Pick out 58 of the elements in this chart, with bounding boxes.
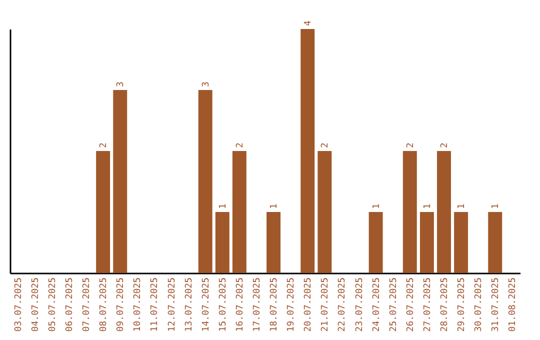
data-label: 2 <box>406 142 416 148</box>
bar <box>232 151 246 273</box>
bar <box>368 212 383 273</box>
x-tick-label: 31.07.2025 <box>491 278 502 332</box>
data-label: 3 <box>116 82 126 87</box>
bar <box>198 90 212 273</box>
data-label: 2 <box>320 142 331 148</box>
x-tick-label: 07.07.2025 <box>82 278 92 332</box>
data-label: 2 <box>440 142 450 148</box>
bar <box>266 212 281 273</box>
x-tick-label: 16.07.2025 <box>235 278 246 332</box>
bar <box>215 212 230 273</box>
bar <box>420 212 434 273</box>
bar <box>96 151 110 273</box>
bar <box>300 29 315 273</box>
x-tick-label: 19.07.2025 <box>286 278 297 332</box>
data-label: 3 <box>201 82 212 87</box>
bar <box>318 151 332 273</box>
data-label: 2 <box>235 142 246 148</box>
x-tick-label: 03.07.2025 <box>14 278 24 332</box>
bar <box>436 151 451 273</box>
x-tick-label: 09.07.2025 <box>116 278 126 332</box>
x-tick-label: 15.07.2025 <box>218 278 228 332</box>
x-tick-label: 14.07.2025 <box>201 278 212 332</box>
x-tick-label: 11.07.2025 <box>150 278 160 332</box>
x-tick-label: 20.07.2025 <box>304 278 314 332</box>
x-tick-label: 01.08.2025 <box>508 278 518 332</box>
data-label: 1 <box>372 204 382 209</box>
x-tick-label: 17.07.2025 <box>252 278 262 332</box>
bar <box>454 212 468 273</box>
x-tick-label: 26.07.2025 <box>406 278 416 332</box>
x-tick-label: 25.07.2025 <box>388 278 399 332</box>
x-tick-label: 21.07.2025 <box>320 278 331 332</box>
x-tick-label: 04.07.2025 <box>30 278 41 332</box>
x-tick-label: 05.07.2025 <box>48 278 58 332</box>
x-tick-label: 28.07.2025 <box>440 278 450 332</box>
bar <box>402 151 417 273</box>
bar <box>113 90 128 273</box>
data-label: 1 <box>491 204 502 209</box>
x-tick-label: 27.07.2025 <box>422 278 433 332</box>
x-tick-label: 10.07.2025 <box>133 278 144 332</box>
x-tick-label: 30.07.2025 <box>474 278 484 332</box>
x-tick-label: 22.07.2025 <box>338 278 348 332</box>
x-tick-label: 18.07.2025 <box>270 278 280 332</box>
data-label: 4 <box>304 20 314 26</box>
data-label: 1 <box>218 204 228 209</box>
data-label: 1 <box>457 204 468 209</box>
x-tick-label: 23.07.2025 <box>354 278 365 332</box>
x-tick-label: 12.07.2025 <box>167 278 178 332</box>
data-label: 2 <box>99 142 110 148</box>
x-tick-label: 13.07.2025 <box>184 278 194 332</box>
x-tick-label: 08.07.2025 <box>99 278 110 332</box>
x-tick-label: 24.07.2025 <box>372 278 382 332</box>
x-tick-label: 29.07.2025 <box>457 278 468 332</box>
x-tick-label: 06.07.2025 <box>64 278 75 332</box>
data-label: 1 <box>422 204 433 209</box>
data-label: 1 <box>270 204 280 209</box>
bar <box>488 212 502 273</box>
